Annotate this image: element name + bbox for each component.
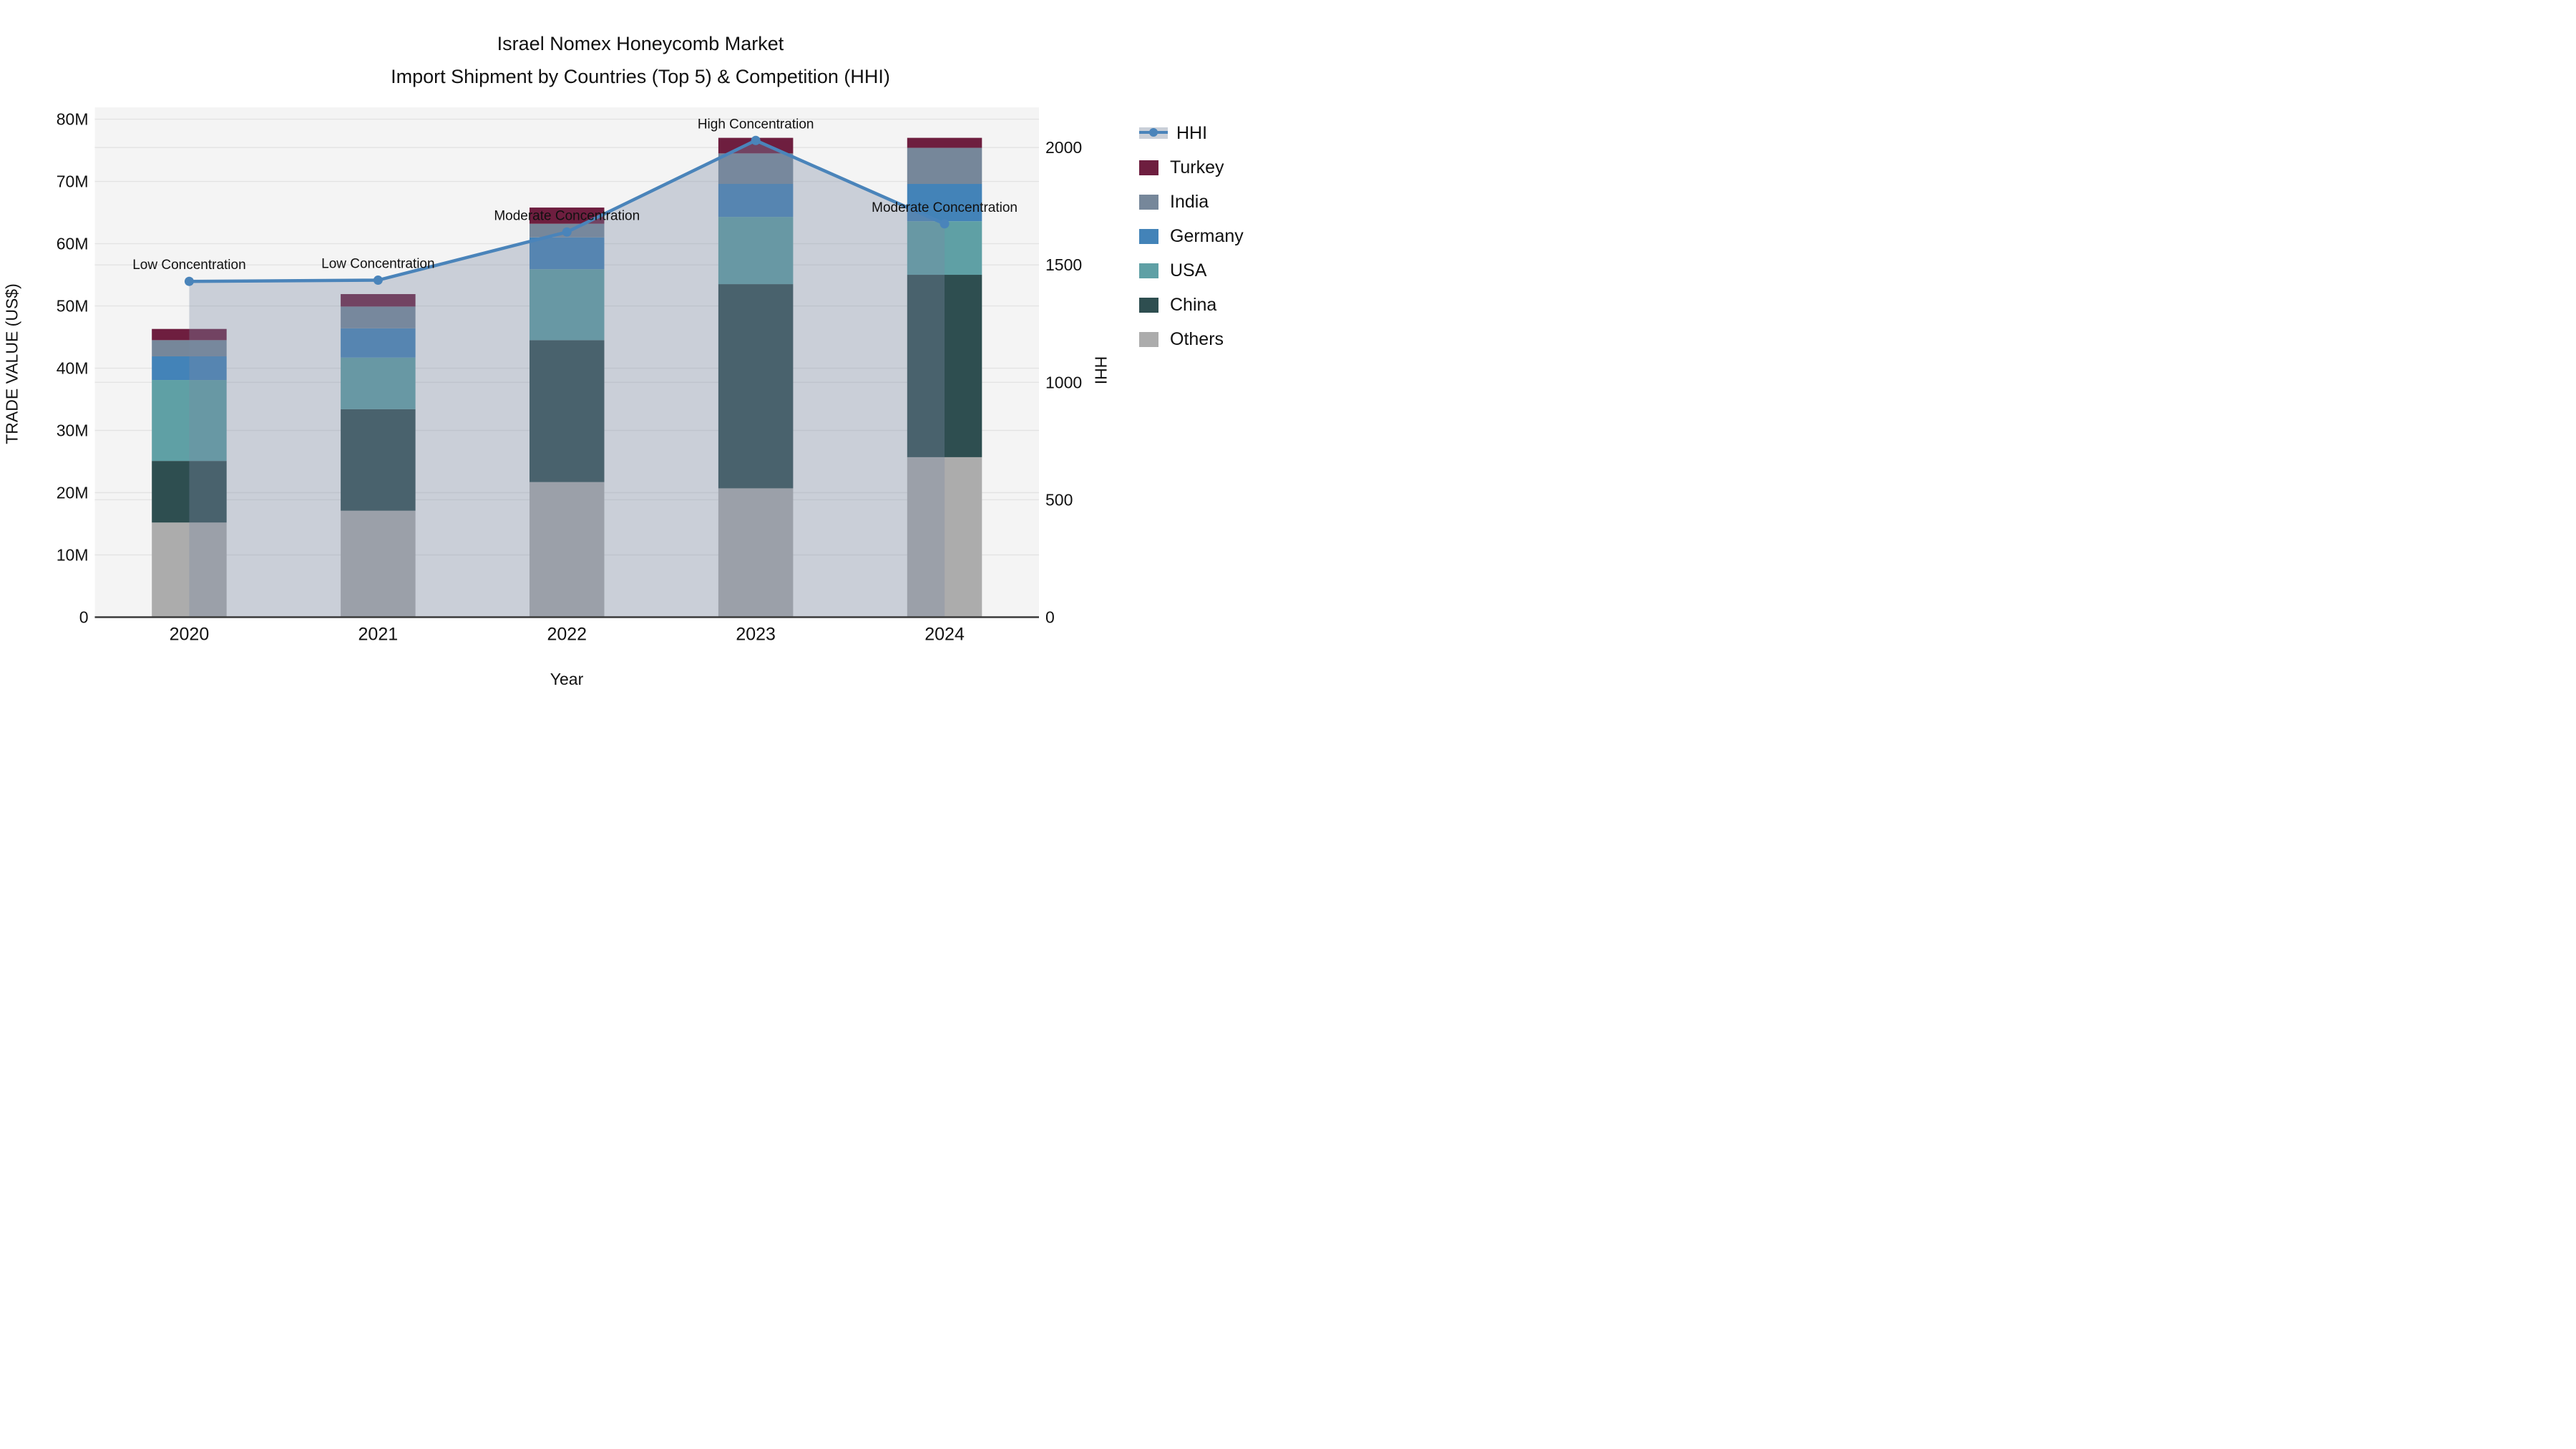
y-right-tick-500: 500: [1045, 490, 1073, 509]
y-left-tick-20M: 20M: [57, 484, 89, 502]
chart-title-line2: Import Shipment by Countries (Top 5) & C…: [391, 66, 890, 87]
annotation-2024: Moderate Concentration: [872, 200, 1018, 215]
bar-segment-turkey-2024[interactable]: [907, 137, 982, 148]
legend: HHI Turkey India Germany USA China Others: [1139, 116, 1244, 356]
bar-segment-others-2020[interactable]: [152, 522, 227, 618]
legend-swatch-germany: [1139, 228, 1158, 244]
bar-segment-germany-2023[interactable]: [718, 184, 794, 218]
legend-label-hhi: HHI: [1176, 122, 1208, 143]
bar-segment-china-2021[interactable]: [341, 409, 416, 511]
plot-svg: Low Concentration Low Concentration Modera…: [57, 107, 1082, 645]
bar-segment-usa-2020[interactable]: [152, 380, 227, 462]
legend-label-india: India: [1170, 191, 1209, 212]
bar-segment-usa-2022[interactable]: [530, 269, 605, 341]
y-left-tick-0: 0: [79, 608, 89, 627]
x-tick-2021: 2021: [358, 625, 399, 645]
y-right-tick-1500: 1500: [1045, 255, 1082, 274]
hhi-marker-2020[interactable]: [184, 276, 194, 286]
bar-segment-china-2024[interactable]: [907, 275, 982, 457]
legend-item-india[interactable]: India: [1139, 185, 1244, 219]
hhi-area-fill: [189, 140, 945, 618]
chart-container: Israel Nomex Honeycomb Market Import Shi…: [0, 0, 1288, 724]
legend-label-turkey: Turkey: [1170, 157, 1224, 177]
y-left-tick-60M: 60M: [57, 235, 89, 253]
bar-segment-china-2022[interactable]: [530, 340, 605, 482]
bar-segment-usa-2021[interactable]: [341, 357, 416, 409]
x-tick-2020: 2020: [170, 625, 210, 645]
y-left-tick-40M: 40M: [57, 359, 89, 378]
bar-segment-turkey-2022[interactable]: [530, 208, 605, 224]
bar-segment-india-2020[interactable]: [152, 340, 227, 356]
legend-label-usa: USA: [1170, 260, 1207, 280]
bar-segment-turkey-2021[interactable]: [341, 293, 416, 307]
legend-item-others[interactable]: Others: [1139, 322, 1244, 356]
y-left-tick-80M: 80M: [57, 110, 89, 129]
annotation-2022: Moderate Concentration: [494, 208, 640, 223]
x-axis-title: Year: [550, 670, 584, 688]
y-right-tick-1000: 1000: [1045, 373, 1082, 391]
legend-swatch-turkey: [1139, 160, 1158, 175]
legend-swatch-china: [1139, 297, 1158, 313]
y-left-tick-10M: 10M: [57, 546, 89, 565]
annotation-2023: High Concentration: [698, 117, 814, 132]
legend-label-others: Others: [1170, 328, 1224, 349]
bar-segment-others-2023[interactable]: [718, 488, 794, 618]
bar-segment-others-2022[interactable]: [530, 482, 605, 618]
bar-segment-germany-2022[interactable]: [530, 237, 605, 270]
bar-segment-germany-2020[interactable]: [152, 356, 227, 381]
bar-segment-others-2024[interactable]: [907, 457, 982, 618]
annotation-2021: Low Concentration: [321, 257, 434, 272]
x-tick-2023: 2023: [736, 625, 776, 645]
legend-item-germany[interactable]: Germany: [1139, 219, 1244, 253]
legend-label-germany: Germany: [1170, 225, 1244, 246]
bar-segment-china-2020[interactable]: [152, 461, 227, 523]
legend-item-china[interactable]: China: [1139, 288, 1244, 322]
bar-segment-usa-2023[interactable]: [718, 217, 794, 285]
y-left-tick-30M: 30M: [57, 421, 89, 440]
y-axis-title-left: TRADE VALUE (US$): [2, 283, 21, 444]
legend-hhi-line-icon: [1139, 127, 1168, 139]
hhi-marker-2022[interactable]: [562, 227, 572, 237]
y-axis-title-right: HHI: [1091, 356, 1111, 385]
bar-segment-germany-2024[interactable]: [907, 184, 982, 222]
legend-swatch-india: [1139, 194, 1158, 210]
x-tick-2024: 2024: [924, 625, 965, 645]
y-right-tick-0: 0: [1045, 608, 1055, 627]
bar-segment-germany-2021[interactable]: [341, 328, 416, 358]
bar-segment-india-2023[interactable]: [718, 153, 794, 185]
hhi-marker-2024[interactable]: [940, 219, 950, 229]
y-left-tick-50M: 50M: [57, 297, 89, 316]
hhi-marker-2021[interactable]: [373, 275, 383, 286]
y-left-tick-70M: 70M: [57, 172, 89, 191]
bar-segment-india-2024[interactable]: [907, 147, 982, 185]
bar-segment-usa-2024[interactable]: [907, 221, 982, 275]
hhi-marker-2023[interactable]: [751, 135, 761, 145]
legend-item-usa[interactable]: USA: [1139, 253, 1244, 288]
legend-item-turkey[interactable]: Turkey: [1139, 150, 1244, 185]
legend-item-hhi[interactable]: HHI: [1139, 116, 1244, 150]
annotation-2020: Low Concentration: [132, 258, 245, 273]
bar-segment-india-2021[interactable]: [341, 306, 416, 328]
y-right-tick-2000: 2000: [1045, 138, 1082, 157]
bar-segment-turkey-2020[interactable]: [152, 328, 227, 341]
legend-swatch-usa: [1139, 263, 1158, 278]
legend-label-china: China: [1170, 294, 1217, 315]
bar-segment-others-2021[interactable]: [341, 510, 416, 618]
bar-segment-china-2023[interactable]: [718, 284, 794, 489]
legend-swatch-others: [1139, 331, 1158, 347]
x-tick-2022: 2022: [547, 625, 587, 645]
chart-title-line1: Israel Nomex Honeycomb Market: [497, 33, 784, 54]
